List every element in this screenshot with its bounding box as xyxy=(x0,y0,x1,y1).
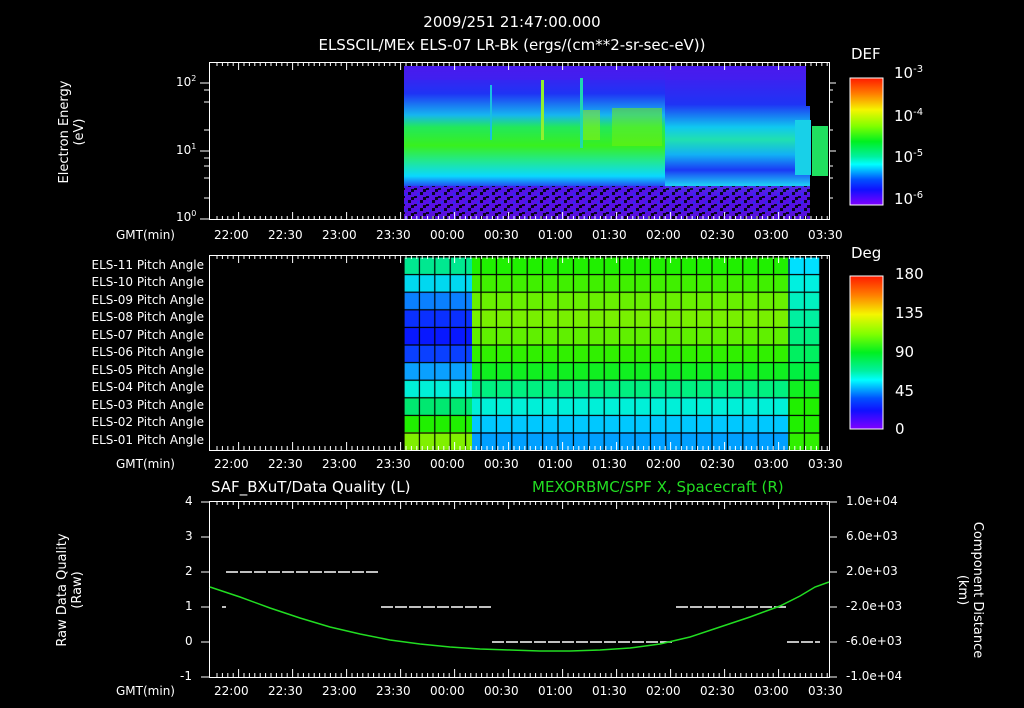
dq-ytick: 3 xyxy=(185,529,193,543)
xtick: 00:00 xyxy=(430,228,465,242)
xtick: 23:30 xyxy=(376,457,411,471)
deg-colorbar-tick: 135 xyxy=(895,304,924,322)
def-colorbar-tick: 10-4 xyxy=(894,107,924,125)
energy-ytick-1: 100 xyxy=(176,209,197,224)
xtick: 02:00 xyxy=(646,684,681,698)
deg-colorbar-tick: 90 xyxy=(895,343,915,361)
dq-ytick: -1 xyxy=(180,669,192,683)
xtick: 01:00 xyxy=(538,684,573,698)
xtick: 03:30 xyxy=(808,457,843,471)
xtick: 01:30 xyxy=(592,684,627,698)
xtick: 23:00 xyxy=(322,228,357,242)
xtick: 23:00 xyxy=(322,684,357,698)
dq-ytick: 0 xyxy=(185,634,193,648)
xtick: 00:00 xyxy=(430,684,465,698)
pitch-row-label: ELS-03 Pitch Angle xyxy=(91,398,204,412)
xtick: 02:00 xyxy=(646,457,681,471)
xaxis-label: GMT(min) xyxy=(116,457,175,471)
xtick: 23:30 xyxy=(376,228,411,242)
xtick: 03:00 xyxy=(754,457,789,471)
xtick: 22:00 xyxy=(214,457,249,471)
xaxis-label: GMT(min) xyxy=(116,228,175,242)
xtick: 00:30 xyxy=(484,457,519,471)
pitch-row-label: ELS-08 Pitch Angle xyxy=(91,310,204,324)
xtick: 02:30 xyxy=(700,457,735,471)
xtick: 22:30 xyxy=(268,684,303,698)
pitch-row-label: ELS-06 Pitch Angle xyxy=(91,345,204,359)
spf-ytick: -6.0e+03 xyxy=(846,634,903,648)
xtick: 01:00 xyxy=(538,457,573,471)
def-colorbar-tick: 10-3 xyxy=(894,64,924,82)
xtick: 00:30 xyxy=(484,684,519,698)
spf-ytick: -1.0e+04 xyxy=(846,669,903,683)
def-colorbar-tick: 10-6 xyxy=(894,190,924,208)
def-colorbar-title: DEF xyxy=(851,45,881,63)
pitch-row-label: ELS-04 Pitch Angle xyxy=(91,380,204,394)
xtick: 00:00 xyxy=(430,457,465,471)
pitch-row-label: ELS-11 Pitch Angle xyxy=(91,258,204,272)
deg-colorbar-tick: 45 xyxy=(895,382,915,400)
xtick: 02:30 xyxy=(700,228,735,242)
def-colorbar-tick: 10-5 xyxy=(894,148,924,166)
xtick: 02:30 xyxy=(700,684,735,698)
xtick: 01:30 xyxy=(592,457,627,471)
dq-ytick: 2 xyxy=(185,564,193,578)
xtick: 22:00 xyxy=(214,684,249,698)
spf-x-title: MEXORBMC/SPF X, Spacecraft (R) xyxy=(532,478,784,496)
spf-ytick: 2.0e+03 xyxy=(846,564,898,578)
xtick: 22:30 xyxy=(268,228,303,242)
xtick: 01:00 xyxy=(538,228,573,242)
spf-ytick: 1.0e+04 xyxy=(846,494,898,508)
xaxis-label: GMT(min) xyxy=(116,684,175,698)
plot-subtitle: ELSSCIL/MEx ELS-07 LR-Bk (ergs/(cm**2-sr… xyxy=(318,36,706,54)
xtick: 03:00 xyxy=(754,228,789,242)
spf-ytick: 6.0e+03 xyxy=(846,529,898,543)
xtick: 00:30 xyxy=(484,228,519,242)
xtick: 22:00 xyxy=(214,228,249,242)
xtick: 23:30 xyxy=(376,684,411,698)
pitch-row-label: ELS-01 Pitch Angle xyxy=(91,433,204,447)
pitch-row-label: ELS-09 Pitch Angle xyxy=(91,293,204,307)
xtick: 01:30 xyxy=(592,228,627,242)
spf-ytick: -2.0e+03 xyxy=(846,599,903,613)
dq-ytick: 1 xyxy=(185,599,193,613)
xtick: 23:00 xyxy=(322,457,357,471)
xtick: 03:00 xyxy=(754,684,789,698)
energy-ytick-10: 101 xyxy=(176,142,197,157)
energy-ytick-100: 102 xyxy=(176,74,197,89)
xtick: 22:30 xyxy=(268,457,303,471)
plot-timestamp: 2009/251 21:47:00.000 xyxy=(423,13,601,31)
xtick: 03:30 xyxy=(808,228,843,242)
dq-ytick: 4 xyxy=(185,494,193,508)
deg-colorbar-tick: 180 xyxy=(895,265,924,283)
deg-colorbar-title: Deg xyxy=(851,244,882,262)
xtick: 03:30 xyxy=(808,684,843,698)
pitch-row-label: ELS-02 Pitch Angle xyxy=(91,415,204,429)
pitch-row-label: ELS-10 Pitch Angle xyxy=(91,275,204,289)
xtick: 02:00 xyxy=(646,228,681,242)
data-quality-title: SAF_BXuT/Data Quality (L) xyxy=(211,478,411,496)
deg-colorbar-tick: 0 xyxy=(895,420,905,438)
pitch-row-label: ELS-07 Pitch Angle xyxy=(91,328,204,342)
pitch-row-label: ELS-05 Pitch Angle xyxy=(91,363,204,377)
